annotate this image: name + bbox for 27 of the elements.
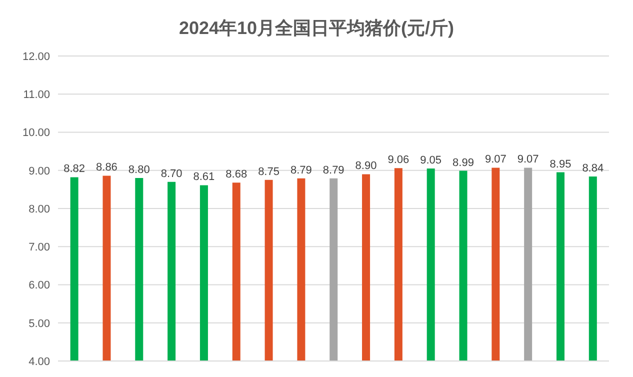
data-label: 9.06 — [388, 154, 410, 166]
y-tick-label: 6.00 — [28, 280, 50, 292]
data-label: 8.84 — [582, 162, 604, 174]
data-label: 8.82 — [64, 163, 86, 176]
data-label: 8.79 — [322, 164, 344, 176]
y-tick-label: 12.00 — [22, 50, 50, 63]
data-label: 8.99 — [452, 156, 474, 169]
y-tick-label: 10.00 — [22, 127, 50, 140]
data-label: 9.07 — [484, 154, 506, 166]
y-tick-label: 7.00 — [28, 242, 50, 254]
data-label: 8.79 — [290, 164, 312, 176]
data-label: 8.68 — [226, 168, 248, 181]
chart-title: 2024年10月全国日平均猪价(元/斤) — [178, 17, 456, 40]
data-label: 8.86 — [96, 162, 118, 174]
data-label: 8.90 — [355, 160, 377, 172]
data-label: 8.75 — [258, 166, 280, 178]
y-tick-label: 5.00 — [28, 318, 50, 330]
data-label: 8.80 — [128, 164, 150, 176]
data-label: 8.95 — [550, 158, 572, 170]
y-tick-label: 9.00 — [28, 165, 50, 178]
data-label: 9.05 — [420, 154, 442, 166]
data-label: 9.07 — [517, 154, 539, 166]
data-label: 8.70 — [160, 168, 182, 180]
y-tick-label: 11.00 — [23, 89, 50, 102]
y-tick-label: 4.00 — [28, 356, 50, 368]
y-tick-label: 8.00 — [28, 203, 50, 216]
data-label: 8.61 — [193, 171, 215, 184]
